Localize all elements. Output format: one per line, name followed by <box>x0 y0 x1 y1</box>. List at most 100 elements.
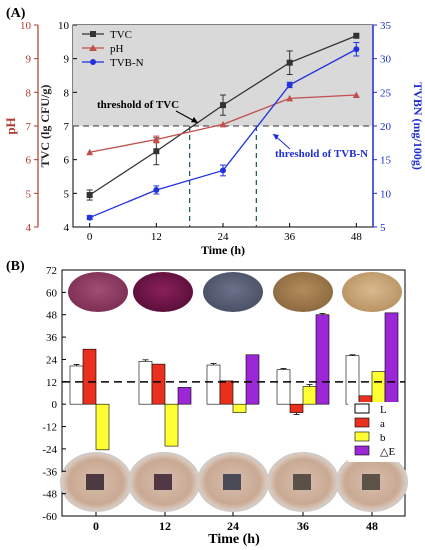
x-tick-label-b: 36 <box>297 519 309 533</box>
x-tick-label-a: 36 <box>284 231 296 243</box>
data-point-tvbn <box>86 214 93 221</box>
meat-photo-12h <box>128 452 200 512</box>
bar-b <box>95 403 110 451</box>
bar-△e <box>177 387 192 405</box>
panel-a-label: (A) <box>6 6 26 21</box>
data-point-ph <box>86 148 94 156</box>
bar-l <box>138 361 153 405</box>
x-tick-label-a: 12 <box>151 231 162 243</box>
x-tick-label-a: 0 <box>87 231 93 243</box>
panel-b-label: (B) <box>6 259 25 274</box>
annotation-tvc-threshold: threshold of TVC <box>97 99 179 111</box>
bar-a <box>219 380 234 405</box>
y-tick-label-b: 24 <box>46 354 58 366</box>
ph-tick-label: 10 <box>20 20 32 32</box>
meat-photo-0h <box>60 452 132 512</box>
film-photo-12h <box>133 272 193 312</box>
data-point-ph <box>352 91 360 99</box>
y-tick-label-b: 0 <box>52 399 58 411</box>
legend-swatch-b <box>354 431 370 442</box>
ph-tick-label: 4 <box>26 222 32 234</box>
annotation-tvbn-threshold: threshold of TVB-N <box>275 148 368 160</box>
tvbn-tick-label: 35 <box>380 20 392 32</box>
tvbn-axis-label: TVBN (mg/100g) <box>411 82 425 170</box>
film-photo-0h <box>68 272 128 312</box>
ph-tick-label: 6 <box>26 155 32 167</box>
legend-a: TVC pH TVB-N <box>82 29 144 69</box>
ph-tick-label: 8 <box>26 87 32 99</box>
legend-label-l: L <box>380 404 387 416</box>
bar-l <box>345 355 360 405</box>
x-axis-ticks-a: 0 12 24 36 48 <box>87 223 362 243</box>
meat-package-photos <box>60 452 408 512</box>
x-axis-ticks-b: 0 12 24 36 48 <box>93 512 378 533</box>
data-point-tvc <box>353 32 360 39</box>
x-axis-label-b: Time (h) <box>208 532 260 547</box>
y-tick-label-b: 48 <box>46 310 58 322</box>
bar-△e <box>245 354 260 405</box>
bar-b <box>302 386 317 405</box>
ph-tick-label: 5 <box>26 188 32 200</box>
legend-marker-ph <box>89 44 97 51</box>
film-photo-24h <box>203 272 263 312</box>
data-point-tvc <box>153 148 160 155</box>
tvbn-axis-ticks: 5 10 15 20 25 30 35 <box>373 20 392 234</box>
x-tick-label-b: 48 <box>366 519 378 533</box>
data-point-tvbn <box>286 81 293 88</box>
data-point-tvbn <box>353 46 360 53</box>
y-tick-label-b: 12 <box>46 377 57 389</box>
tvc-tick-label: 6 <box>64 155 70 167</box>
bar-b <box>232 403 247 413</box>
y-tick-label-b: -60 <box>42 511 57 523</box>
tvc-tick-label: 8 <box>64 87 70 99</box>
y-axis-ticks-b: 72 60 48 36 24 12 0 -12 -24 -36 -48 -60 <box>42 265 66 523</box>
legend-b: L a b △E <box>348 402 400 462</box>
bar-a <box>151 363 166 405</box>
data-point-tvc <box>86 192 93 199</box>
legend-label-tvbn: TVB-N <box>110 57 144 69</box>
bar-△e <box>384 312 399 405</box>
y-tick-label-b: 60 <box>46 287 58 299</box>
x-axis-label-a: Time (h) <box>201 243 245 257</box>
y-tick-label-b: -12 <box>42 422 57 434</box>
x-tick-label-b: 24 <box>227 519 239 533</box>
panel-a: (A) 4 5 6 7 8 9 10 4 5 6 7 8 9 10 5 10 15 20 25 30 35 0 12 2… <box>3 6 425 257</box>
y-tick-label-b: 36 <box>46 332 58 344</box>
data-point-ph <box>219 120 227 128</box>
ph-axis-label: pH <box>3 117 18 134</box>
tvc-tick-label: 7 <box>64 121 70 133</box>
tvbn-tick-label: 20 <box>380 121 392 133</box>
data-point-ph <box>286 94 294 102</box>
meat-photo-24h <box>197 452 269 512</box>
data-point-tvbn <box>220 167 226 174</box>
ph-tick-label: 9 <box>26 54 32 66</box>
data-point-ph <box>152 135 160 143</box>
bar-△e <box>315 314 330 405</box>
legend-label-b: b <box>380 432 386 444</box>
meat-photo-36h <box>267 452 339 512</box>
bar-group-b <box>69 312 399 451</box>
y-tick-label-b: 72 <box>46 265 57 277</box>
data-point-tvc <box>220 102 226 109</box>
bar-a <box>289 403 304 413</box>
series-group-a <box>86 32 360 221</box>
x-tick-label-a: 24 <box>218 231 230 243</box>
legend-swatch-delta-e <box>354 445 370 456</box>
bar-a <box>82 348 97 405</box>
legend-marker-tvc <box>90 31 96 37</box>
bar-b <box>164 403 179 447</box>
tvc-tick-label: 4 <box>64 222 70 234</box>
tvc-tick-label: 10 <box>58 20 70 32</box>
tvbn-tick-label: 10 <box>380 188 392 200</box>
bar-l <box>276 369 291 405</box>
ph-tick-label: 7 <box>26 121 32 133</box>
legend-label-tvc: TVC <box>110 29 132 41</box>
bar-l <box>206 364 221 405</box>
film-photo-36h <box>273 272 333 312</box>
annotation-arrowhead-tvbn <box>273 134 279 140</box>
x-tick-label-a: 48 <box>351 231 363 243</box>
tvc-tick-label: 9 <box>64 54 70 66</box>
tvc-tick-label: 5 <box>64 188 70 200</box>
x-tick-label-b: 0 <box>93 519 99 533</box>
